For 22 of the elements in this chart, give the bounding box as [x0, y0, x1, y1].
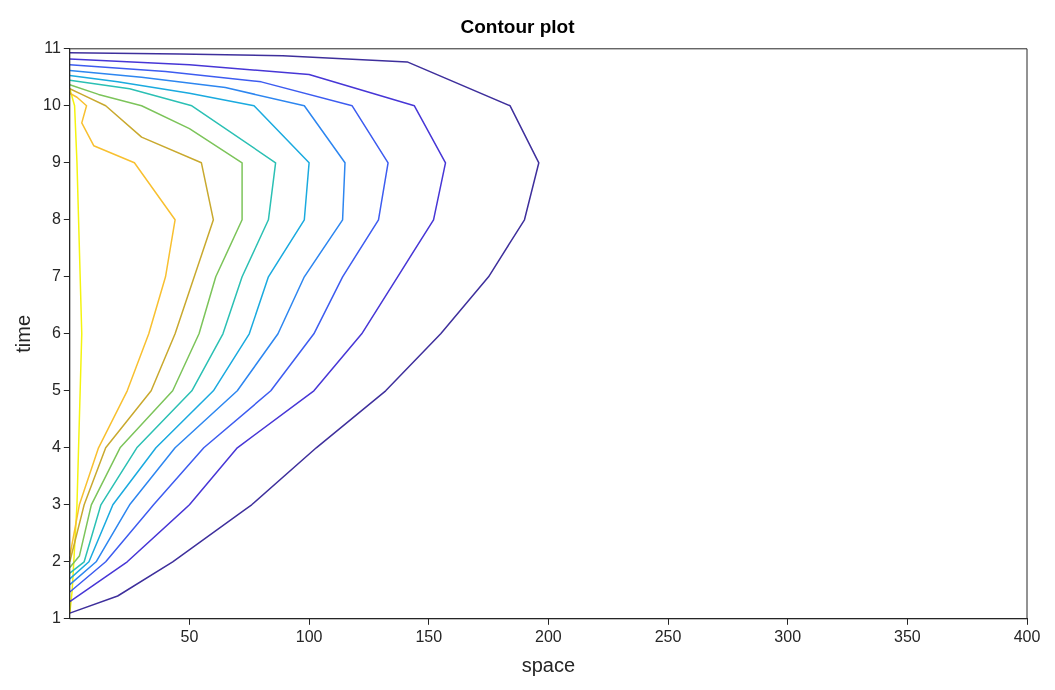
x-tick-label: 100 — [295, 627, 323, 645]
y-tick-label: 6 — [51, 324, 61, 342]
chart-title: Contour plot — [460, 15, 576, 37]
y-tick-label: 2 — [51, 552, 61, 570]
y-tick-label: 10 — [43, 96, 61, 114]
y-tick-label: 8 — [51, 210, 61, 228]
x-tick-label: 150 — [415, 627, 443, 645]
x-tick-label: 200 — [535, 627, 562, 645]
y-tick-label: 3 — [51, 495, 61, 513]
y-tick-label: 5 — [51, 381, 61, 399]
y-tick-label: 11 — [44, 39, 61, 57]
x-tick-label: 50 — [180, 627, 199, 645]
x-axis-title: space — [521, 653, 576, 676]
y-tick-label: 1 — [51, 609, 61, 627]
x-tick-label: 400 — [1013, 627, 1041, 645]
y-tick-label: 4 — [51, 438, 61, 456]
y-tick-label: 7 — [51, 267, 61, 285]
y-axis-title: time — [11, 314, 34, 353]
x-tick-label: 300 — [774, 627, 802, 645]
y-tick-label: 9 — [51, 153, 61, 171]
x-tick-label: 350 — [894, 627, 921, 645]
x-tick-label: 250 — [654, 627, 682, 645]
